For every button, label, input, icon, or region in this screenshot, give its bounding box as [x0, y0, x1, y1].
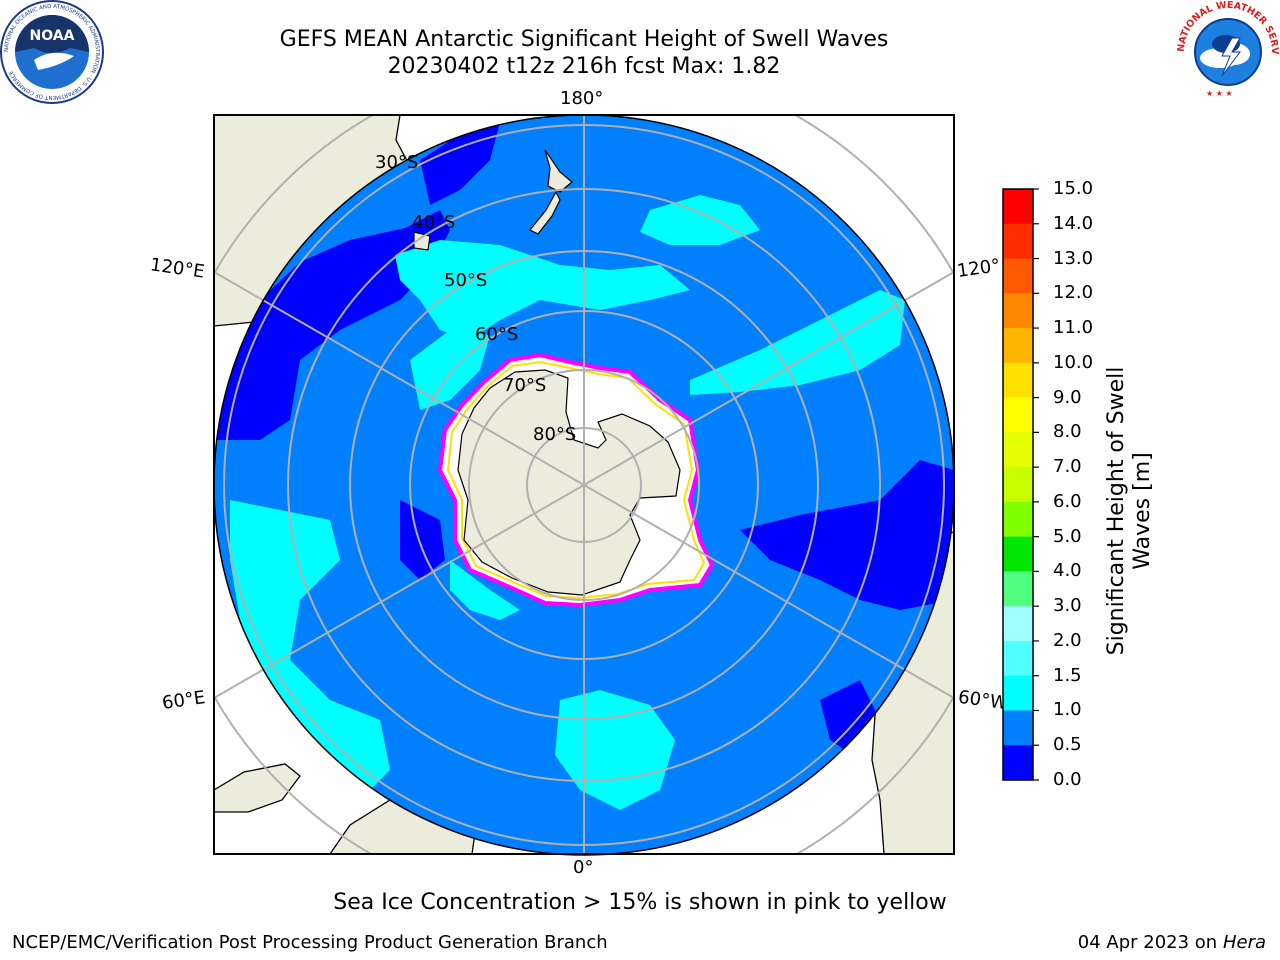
colorbar-tick-label: 9.0 — [1053, 386, 1082, 408]
colorbar-segment — [1003, 189, 1033, 225]
lat-label-80s: 80°S — [533, 424, 577, 445]
low-swell-tasman — [420, 122, 500, 205]
colorbar-tick-label: 13.0 — [1053, 247, 1094, 269]
low-swell-southern-australia — [214, 210, 450, 440]
sea-ice-inner-edge — [446, 360, 706, 600]
footer-host: Hera — [1222, 932, 1266, 953]
colorbar-tick-label: 11.0 — [1053, 317, 1094, 339]
colorbar-tick-label: 3.0 — [1053, 595, 1082, 617]
colorbar-segment — [1003, 432, 1033, 468]
colorbar-tick-label: 5.0 — [1053, 525, 1082, 547]
colorbar-label: Significant Height of Swell Waves [m] — [1104, 366, 1155, 656]
colorbar-tick-label: 8.0 — [1053, 421, 1082, 443]
nz-south-island — [529, 190, 561, 235]
colorbar-segment — [1003, 223, 1033, 260]
lat-label-50s: 50°S — [444, 270, 488, 291]
swell-1-1.5m-pacific-east — [690, 290, 905, 395]
colorbar-segment — [1003, 293, 1033, 329]
colorbar-tick-label: 0.0 — [1053, 769, 1082, 790]
chart-title: GEFS MEAN Antarctic Significant Height o… — [279, 27, 889, 52]
map-frame — [213, 114, 955, 855]
colorbar-segment — [1003, 467, 1033, 503]
footer-credit: NCEP/EMC/Verification Post Processing Pr… — [12, 932, 608, 953]
colorbar-tick-label: 1.5 — [1053, 664, 1082, 686]
swell-1-1.5m-pacific — [640, 195, 760, 245]
colorbar-tick-label: 4.0 — [1053, 560, 1082, 582]
colorbar-segment — [1003, 745, 1033, 781]
nws-logo: NATIONAL WEATHER SERVICE ★ ★ ★ — [1176, 0, 1280, 102]
lat-label-60s: 60°S — [475, 324, 519, 345]
madagascar-land — [214, 763, 301, 813]
nz-north-island — [544, 149, 573, 193]
graticule — [214, 115, 954, 854]
colorbar-tick-label: 0.5 — [1053, 734, 1082, 756]
sea-ice-note: Sea Ice Concentration > 15% is shown in … — [333, 890, 947, 915]
svg-text:★ ★ ★: ★ ★ ★ — [1206, 89, 1233, 98]
colorbar-segment — [1003, 606, 1033, 642]
colorbar-segment — [1003, 258, 1033, 294]
colorbar-segment — [1003, 571, 1033, 607]
colorbar-tick-label: 1.0 — [1053, 699, 1082, 721]
colorbar-tick-label: 2.0 — [1053, 629, 1082, 651]
colorbar-segment — [1003, 640, 1033, 677]
colorbar-segment — [1003, 362, 1033, 399]
colorbar-segment — [1003, 328, 1033, 364]
footer-date-text: 04 Apr 2023 on — [1077, 932, 1223, 953]
swell-1-1.5m-west-indian — [230, 500, 390, 800]
swell-1-1.5m-indian — [410, 330, 490, 410]
lat-label-40s: 40°S — [412, 212, 456, 233]
colorbar-segment — [1003, 397, 1033, 433]
colorbar-tick-label: 6.0 — [1053, 490, 1082, 512]
noaa-logo: NATIONAL OCEANIC AND ATMOSPHERIC ADMINIS… — [0, 0, 104, 104]
chart-subtitle: 20230402 t12z 216h fcst Max: 1.82 — [387, 54, 781, 79]
low-swell-drake — [740, 460, 954, 610]
swell-1-1.5m-southern-ocean — [395, 240, 690, 340]
colorbar-tick-label: 12.0 — [1053, 282, 1094, 304]
lat-label-30s: 30°S — [375, 152, 419, 173]
low-swell-indian — [400, 500, 445, 580]
colorbar-segment — [1003, 536, 1033, 572]
colorbar-tick-label: 7.0 — [1053, 456, 1082, 478]
colorbar-tick-label: 14.0 — [1053, 212, 1094, 234]
swell-1-1.5m-weddell — [450, 560, 520, 620]
colorbar-segment — [1003, 501, 1033, 538]
colorbar-tick-label: 15.0 — [1053, 178, 1094, 199]
noaa-wordmark: NOAA — [30, 28, 75, 44]
lat-label-70s: 70°S — [503, 375, 547, 396]
colorbar-tick-label: 10.0 — [1053, 351, 1094, 373]
colorbar-segment — [1003, 710, 1033, 746]
colorbar-segment — [1003, 675, 1033, 711]
footer-date: 04 Apr 2023 on Hera — [1078, 932, 1266, 953]
lon-label-180: 180° — [560, 88, 604, 109]
lon-label-0: 0° — [573, 857, 594, 878]
